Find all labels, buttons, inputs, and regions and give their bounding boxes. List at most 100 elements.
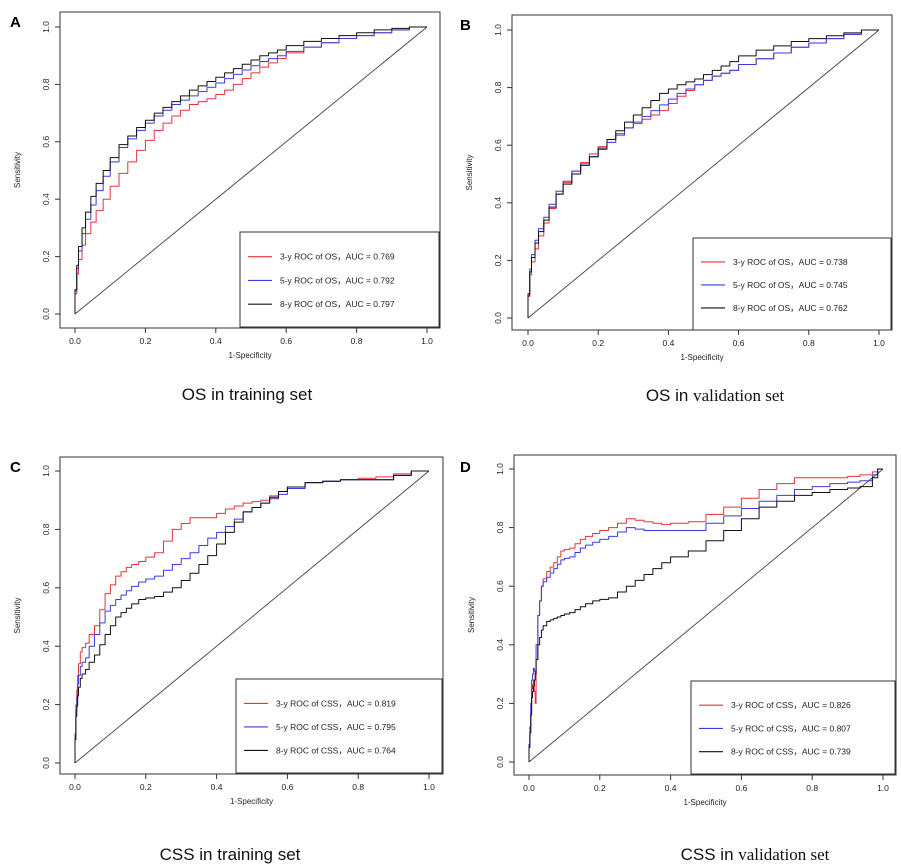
legend-entry: 8-y ROC of OS，AUC = 0.797 xyxy=(280,299,395,309)
y-tick-label: 1.0 xyxy=(41,465,51,477)
y-tick-label: 0.0 xyxy=(41,757,51,769)
roc-curve-1 xyxy=(528,468,883,762)
panel-letter: A xyxy=(10,14,21,31)
panel-caption: CSS in validation set xyxy=(681,845,830,864)
x-tick-label: 0.0 xyxy=(69,782,81,792)
roc-curve-2 xyxy=(74,470,429,763)
y-tick-label: 0.0 xyxy=(41,308,51,320)
y-tick-label: 0.6 xyxy=(493,139,503,151)
x-axis-label: 1-Specificity xyxy=(228,351,271,360)
y-tick-label: 0.8 xyxy=(41,523,51,535)
legend: 3-y ROC of OS，AUC = 0.738 5-y ROC of OS，A… xyxy=(692,237,892,331)
x-tick-label: 0.4 xyxy=(662,338,674,348)
y-tick-label: 0.8 xyxy=(493,81,503,93)
y-tick-label: 0.4 xyxy=(495,639,505,651)
legend: 3-y ROC of OS，AUC = 0.769 5-y ROC of OS，A… xyxy=(239,231,440,328)
roc-panel-b: B 0.0 0.2 0.4 0.6 0.8 1.0 0.0 0.2 0.4 0.6 0.8 1.0 1-S… xyxy=(460,14,893,405)
legend-entry: 3-y ROC of OS，AUC = 0.769 xyxy=(280,252,395,262)
x-tick-label: 0.8 xyxy=(352,782,364,792)
legend-box xyxy=(239,231,440,328)
roc-curve-2 xyxy=(74,26,427,314)
x-tick-label: 0.6 xyxy=(280,336,292,346)
reference-diagonal xyxy=(74,26,428,315)
legend: 3-y ROC of CSS，AUC = 0.826 5-y ROC of CSS… xyxy=(690,680,896,775)
y-tick-label: 1.0 xyxy=(41,21,51,33)
roc-panel-d: D 0.0 0.2 0.4 0.6 0.8 1.0 0.0 0.2 0.4 0.6 0.8 1.0 1-S… xyxy=(460,454,897,864)
legend-entry: 5-y ROC of CSS，AUC = 0.807 xyxy=(731,723,851,733)
x-tick-label: 0.2 xyxy=(139,336,151,346)
y-tick-label: 0.4 xyxy=(493,197,503,209)
legend-entry: 5-y ROC of CSS，AUC = 0.795 xyxy=(276,722,396,732)
plot-frame xyxy=(59,11,441,329)
plot-frame xyxy=(59,456,444,775)
y-tick-label: 0.0 xyxy=(495,756,505,768)
legend-box xyxy=(692,237,892,331)
y-tick-label: 0.2 xyxy=(493,254,503,266)
x-tick-label: 0.2 xyxy=(140,782,152,792)
y-tick-label: 0.4 xyxy=(41,640,51,652)
roc-curve-3 xyxy=(74,470,429,763)
panel-letter: D xyxy=(460,459,471,476)
x-tick-label: 0.6 xyxy=(733,338,745,348)
y-tick-label: 0.6 xyxy=(41,136,51,148)
y-tick-label: 0.6 xyxy=(495,580,505,592)
x-tick-label: 1.0 xyxy=(873,338,885,348)
legend-entry: 8-y ROC of CSS，AUC = 0.764 xyxy=(276,745,396,755)
panel-letter: C xyxy=(10,459,21,476)
y-axis-label: Sensitivity xyxy=(13,152,22,188)
y-tick-label: 0.2 xyxy=(41,250,51,262)
reference-diagonal xyxy=(528,468,884,763)
x-axis-label: 1-Specificity xyxy=(680,353,723,362)
y-axis-label: Sensitivity xyxy=(13,597,22,633)
roc-curve-3 xyxy=(528,468,883,762)
x-tick-label: 0.6 xyxy=(281,782,293,792)
legend-entry: 5-y ROC of OS，AUC = 0.792 xyxy=(280,275,395,285)
y-tick-label: 1.0 xyxy=(493,24,503,36)
x-tick-label: 0.0 xyxy=(522,338,534,348)
y-tick-label: 0.6 xyxy=(41,582,51,594)
roc-panel-a: A 0.0 0.2 0.4 0.6 0.8 1.0 0.0 0.2 0.4 0.6 0.8 1.0 1-S… xyxy=(10,11,441,404)
panel-caption: OS in training set xyxy=(182,385,313,404)
y-axis-label: Sensitivity xyxy=(465,154,474,190)
legend-entry: 3-y ROC of CSS，AUC = 0.826 xyxy=(731,700,851,710)
legend-entry: 8-y ROC of OS，AUC = 0.762 xyxy=(733,303,848,313)
y-axis-label: Sensitivity xyxy=(467,597,476,633)
y-tick-label: 0.8 xyxy=(41,78,51,90)
roc-curve-3 xyxy=(527,29,879,318)
legend-entry: 8-y ROC of CSS，AUC = 0.739 xyxy=(731,747,851,757)
x-tick-label: 1.0 xyxy=(877,783,889,793)
y-tick-label: 0.8 xyxy=(495,521,505,533)
y-tick-label: 0.4 xyxy=(41,193,51,205)
x-tick-label: 0.8 xyxy=(351,336,363,346)
x-axis-label: 1-Specificity xyxy=(683,798,726,807)
x-tick-label: 0.4 xyxy=(665,783,677,793)
y-tick-label: 0.2 xyxy=(41,698,51,710)
x-tick-label: 0.4 xyxy=(210,336,222,346)
legend-entry: 3-y ROC of OS，AUC = 0.738 xyxy=(733,257,848,267)
legend-box xyxy=(690,680,896,775)
x-tick-label: 0.0 xyxy=(523,783,535,793)
legend-entry: 5-y ROC of OS，AUC = 0.745 xyxy=(733,280,848,290)
x-tick-label: 0.2 xyxy=(594,783,606,793)
reference-diagonal xyxy=(74,470,430,764)
reference-diagonal xyxy=(527,29,880,319)
x-tick-label: 0.6 xyxy=(735,783,747,793)
roc-curve-2 xyxy=(528,468,883,762)
x-tick-label: 0.2 xyxy=(592,338,604,348)
legend-entry: 3-y ROC of CSS，AUC = 0.819 xyxy=(276,698,396,708)
panel-letter: B xyxy=(460,17,471,34)
x-tick-label: 0.8 xyxy=(803,338,815,348)
panel-caption: CSS in training set xyxy=(160,845,301,864)
x-axis-label: 1-Specificity xyxy=(230,797,273,806)
y-tick-label: 1.0 xyxy=(495,463,505,475)
roc-panel-c: C 0.0 0.2 0.4 0.6 0.8 1.0 0.0 0.2 0.4 0.6 0.8 1.0 1-S… xyxy=(10,456,444,864)
x-tick-label: 1.0 xyxy=(423,782,435,792)
x-tick-label: 0.0 xyxy=(69,336,81,346)
y-tick-label: 0.0 xyxy=(493,312,503,324)
roc-curve-3 xyxy=(74,26,427,314)
plot-frame xyxy=(513,454,897,776)
x-tick-label: 0.8 xyxy=(806,783,818,793)
legend: 3-y ROC of CSS，AUC = 0.819 5-y ROC of CSS… xyxy=(235,678,443,774)
x-tick-label: 1.0 xyxy=(421,336,433,346)
